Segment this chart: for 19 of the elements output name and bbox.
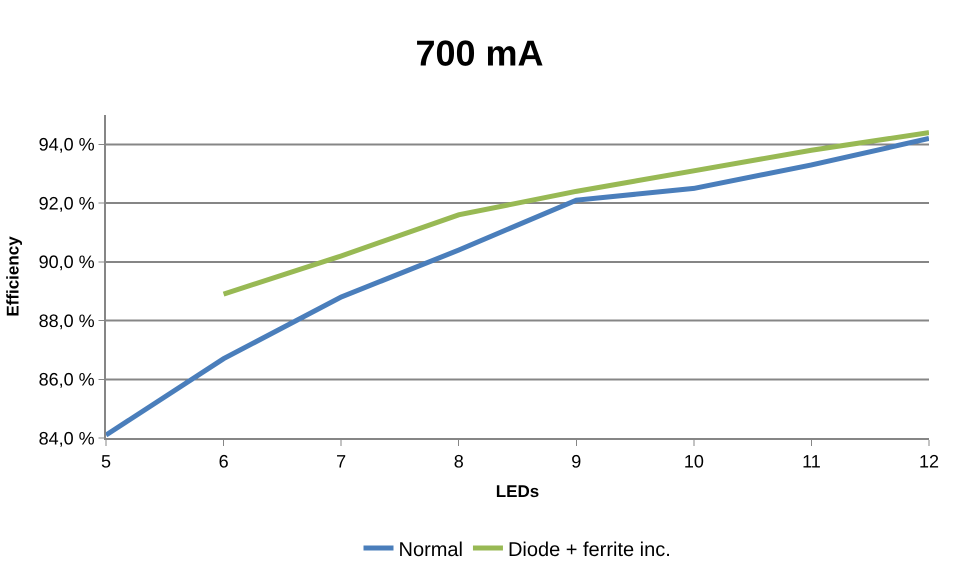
y-tick-label: 88,0 %: [38, 310, 95, 331]
y-tick-label: 92,0 %: [38, 193, 95, 214]
x-tick-label: 7: [336, 451, 346, 472]
x-tick-label: 12: [918, 451, 940, 472]
legend-label: Diode + ferrite inc.: [508, 538, 671, 561]
x-tick-label: 9: [571, 451, 582, 472]
y-tick-label: 86,0 %: [38, 370, 95, 390]
x-tick-label: 8: [454, 451, 464, 472]
x-tick-label: 11: [802, 451, 821, 472]
x-tick-label: 6: [218, 451, 229, 472]
x-axis-title: LEDs: [496, 482, 540, 502]
chart-title: 700 mA: [415, 32, 544, 74]
legend-label: Normal: [398, 538, 463, 561]
y-tick-label: 84,0 %: [38, 428, 95, 448]
y-tick-label: 90,0 %: [38, 252, 95, 272]
x-tick-label: 10: [684, 451, 704, 472]
y-axis-title: Efficiency: [4, 236, 23, 317]
x-tick-label: 5: [100, 451, 112, 472]
y-tick-label: 94,0 %: [38, 134, 95, 155]
